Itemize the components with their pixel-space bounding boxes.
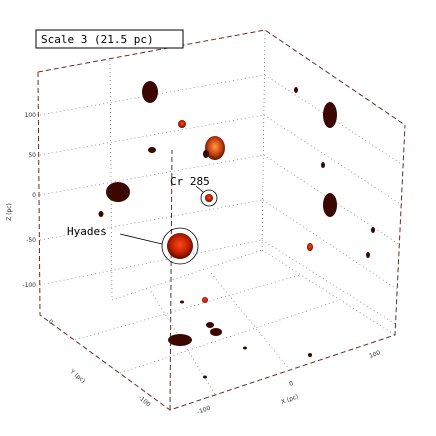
z-axis: 100 50 0 -50 -100 Z (pc) <box>6 112 36 289</box>
x-tick-label: 100 <box>368 349 381 360</box>
z-axis-label: Z (pc) <box>6 203 13 221</box>
y-axis: 0 -100 Y (pc) <box>47 318 152 408</box>
z-tick-label: -50 <box>26 237 36 244</box>
z-tick-label: 50 <box>28 152 36 159</box>
box-frame <box>37 29 406 411</box>
x-tick-label: -100 <box>196 405 211 416</box>
z-tick-label: 0 <box>32 192 36 199</box>
y-tick-label: 0 <box>47 318 55 326</box>
x-tick-label: 0 <box>288 380 294 388</box>
y-tick-label: -100 <box>137 394 152 408</box>
annotation-label: Hyades <box>67 225 107 238</box>
x-axis-label: X (pc) <box>280 393 299 406</box>
title-box <box>35 29 184 49</box>
annotation-label: Cr 285 <box>170 175 210 188</box>
x-axis: -100 0 100 X (pc) <box>196 349 381 416</box>
annotations: Cr 285 Hyades <box>67 175 218 265</box>
clusters <box>98 81 375 379</box>
z-tick-label: 100 <box>25 112 37 119</box>
title: Scale 3 (21.5 pc) <box>41 33 154 46</box>
y-axis-label: Y (pc) <box>68 368 87 385</box>
z-tick-label: -100 <box>22 282 36 289</box>
